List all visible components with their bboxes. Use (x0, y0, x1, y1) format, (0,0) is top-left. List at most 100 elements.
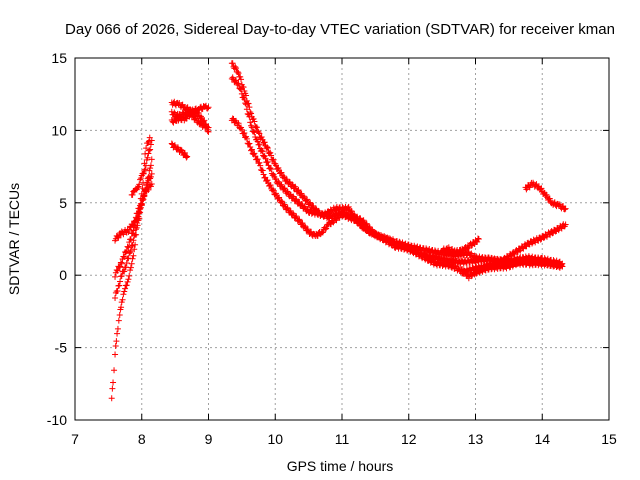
data-point (179, 101, 186, 108)
data-point (469, 242, 476, 249)
data-point (124, 278, 131, 285)
data-point (258, 134, 265, 140)
data-point (469, 272, 476, 279)
series-arc-1 (108, 134, 153, 402)
data-point (196, 107, 203, 114)
data-point (123, 248, 130, 255)
data-point (109, 385, 116, 392)
data-point (119, 296, 126, 303)
data-point (242, 100, 249, 107)
data-point (144, 139, 151, 146)
data-point (363, 220, 370, 227)
data-point (543, 191, 550, 198)
data-point (145, 186, 152, 193)
data-point (252, 153, 259, 160)
data-point (267, 149, 274, 156)
data-point (345, 203, 352, 210)
data-point (146, 147, 153, 154)
data-point (114, 287, 121, 294)
data-point (141, 192, 148, 199)
y-axis: -10 -5 0 5 10 15 (47, 50, 609, 428)
x-axis: 7 8 9 10 11 12 13 14 15 (71, 58, 617, 447)
data-point (124, 243, 131, 250)
data-point (237, 73, 244, 80)
data-point (127, 236, 134, 243)
data-point (280, 173, 287, 180)
data-point (184, 153, 191, 160)
data-point (204, 105, 211, 112)
data-point (559, 263, 566, 270)
data-point (237, 85, 244, 92)
data-point (238, 126, 245, 133)
data-point (136, 205, 143, 212)
data-point (183, 154, 190, 161)
data-point (358, 220, 365, 227)
series-arc-16 (522, 179, 569, 213)
data-point (116, 282, 123, 289)
data-point (253, 124, 260, 131)
data-point (256, 159, 263, 166)
data-point (247, 119, 254, 126)
data-point (357, 215, 364, 222)
data-point (120, 291, 127, 298)
x-tick-label: 13 (468, 431, 484, 447)
data-point (108, 395, 115, 402)
data-point (134, 210, 141, 217)
data-point (260, 153, 267, 160)
series-arc-10 (228, 60, 566, 271)
data-point (304, 196, 311, 203)
data-point (122, 285, 129, 292)
data-point (112, 342, 119, 349)
data-point (301, 222, 308, 229)
data-point (141, 167, 148, 174)
data-point (129, 191, 136, 198)
data-point (264, 144, 271, 151)
data-point (238, 86, 245, 93)
data-point (301, 203, 308, 210)
data-point (240, 130, 247, 137)
data-point (132, 231, 139, 238)
data-point (126, 272, 133, 279)
data-point (502, 256, 509, 263)
data-point (241, 130, 248, 137)
x-tick-label: 12 (401, 431, 417, 447)
data-point (264, 145, 271, 152)
data-point (137, 175, 144, 182)
data-point (390, 238, 397, 245)
data-point (259, 148, 266, 155)
data-point (117, 259, 124, 266)
y-tick-label: -10 (47, 412, 67, 428)
data-point (270, 156, 277, 163)
data-point (145, 174, 152, 181)
x-tick-label: 10 (267, 431, 283, 447)
data-point (246, 113, 253, 120)
data-point (268, 166, 275, 173)
data-point (112, 351, 119, 358)
data-point (256, 130, 263, 137)
data-point (113, 267, 120, 274)
data-point (129, 242, 136, 249)
x-tick-label: 8 (138, 431, 146, 447)
data-point (256, 141, 263, 148)
data-point (112, 273, 119, 280)
data-point (190, 107, 197, 114)
data-point (129, 230, 136, 237)
data-point (251, 118, 258, 125)
data-point (118, 260, 125, 267)
data-point (276, 194, 283, 201)
data-point (232, 63, 239, 70)
data-point (254, 156, 261, 163)
data-point (296, 216, 303, 223)
x-axis-label: GPS time / hours (287, 458, 394, 474)
series-arc-9 (168, 140, 191, 161)
data-point (538, 185, 545, 192)
data-point (250, 115, 257, 122)
data-point (143, 145, 150, 152)
data-point (142, 162, 149, 169)
data-point (142, 166, 149, 173)
data-point (298, 201, 305, 208)
data-point (122, 264, 129, 271)
data-point (132, 226, 139, 233)
data-point (144, 175, 151, 182)
data-point (114, 330, 121, 337)
